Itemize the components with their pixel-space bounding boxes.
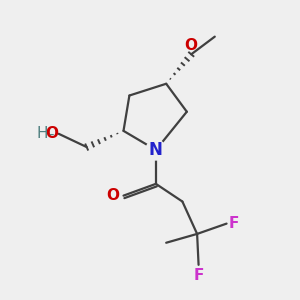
Text: O: O (46, 126, 59, 141)
Text: -: - (49, 126, 54, 141)
Text: F: F (229, 216, 239, 231)
Text: F: F (194, 268, 204, 284)
Text: N: N (149, 141, 163, 159)
Text: O: O (184, 38, 197, 53)
Text: H: H (37, 126, 48, 141)
Text: O: O (106, 188, 119, 203)
Text: N: N (149, 141, 163, 159)
